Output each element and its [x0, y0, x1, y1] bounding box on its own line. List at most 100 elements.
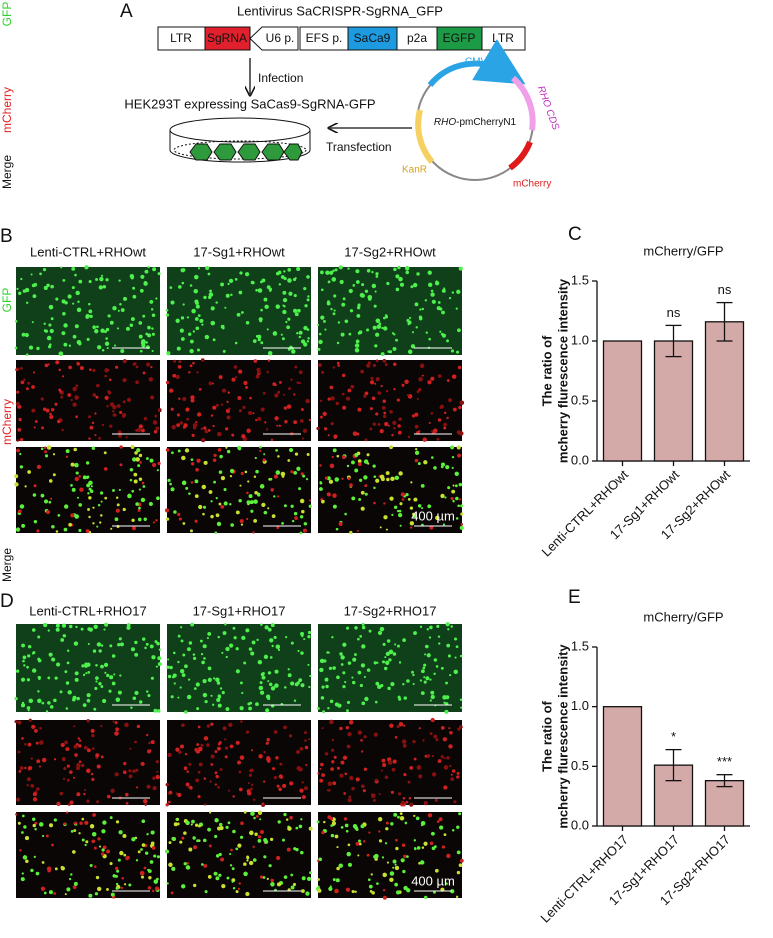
cell-dot — [76, 792, 81, 797]
cell-dot — [429, 525, 434, 530]
cell-dot — [329, 463, 335, 469]
cell-dot — [409, 526, 413, 529]
cell-dot — [383, 411, 387, 415]
cell-dot — [156, 855, 161, 859]
cell-dot — [298, 370, 303, 375]
cell-dot — [190, 458, 194, 462]
cell-dot — [280, 275, 285, 279]
cell-dot — [348, 332, 352, 336]
cell-dot — [457, 504, 460, 508]
cell-dot — [151, 846, 156, 850]
cell-dot — [157, 408, 162, 413]
cell-dot — [217, 431, 222, 437]
cell-dot — [355, 339, 360, 344]
cell-dot — [257, 810, 263, 815]
cell-dot — [298, 335, 302, 339]
cell-dot — [443, 422, 447, 427]
cell-dot — [175, 318, 180, 323]
cell-dot — [265, 708, 270, 713]
cell-dot — [319, 399, 323, 403]
cell-dot — [151, 327, 154, 330]
cell-dot — [32, 792, 37, 797]
cell-dot — [361, 750, 364, 753]
cell-dot — [264, 625, 269, 630]
cell-dot — [26, 706, 31, 710]
cell-dot — [458, 266, 463, 271]
cell-dot — [435, 665, 439, 668]
cell-dot — [277, 820, 281, 824]
cell-dot — [86, 768, 91, 774]
cell-dot — [121, 414, 126, 418]
cell-dot — [397, 265, 401, 270]
cell-dot — [26, 784, 29, 787]
cell-dot — [208, 490, 213, 494]
cell-dot — [182, 653, 186, 657]
cell-dot — [354, 348, 360, 353]
cell-dot — [196, 839, 200, 843]
cell-dot — [246, 856, 250, 860]
cell-dot — [456, 825, 460, 829]
cell-dot — [24, 287, 30, 293]
cell-dot — [197, 314, 201, 318]
cell-dot — [253, 519, 258, 523]
cell-dot — [300, 818, 303, 821]
cell-dot — [390, 476, 395, 482]
cell-dot — [391, 513, 394, 516]
cell-dot — [201, 323, 204, 326]
cell-dot — [44, 363, 49, 368]
cell-dot — [257, 660, 263, 665]
cell-dot — [91, 446, 96, 450]
cell-dot — [456, 350, 460, 354]
cell-dot — [448, 744, 453, 749]
cell-dot — [287, 278, 292, 283]
cell-dot — [351, 460, 355, 465]
cell-dot — [354, 826, 359, 830]
cell-dot — [87, 670, 91, 674]
cell-dot — [442, 737, 448, 742]
cell-dot — [100, 274, 104, 277]
cell-dot — [177, 696, 180, 699]
cell-dot — [226, 449, 231, 454]
cell-dot — [408, 796, 412, 800]
cell-dot — [412, 739, 416, 744]
cell-dot — [363, 394, 367, 398]
cell-dot — [164, 508, 170, 513]
cell-dot — [217, 703, 222, 708]
cell-dot — [140, 761, 145, 766]
cell-dot — [157, 662, 162, 667]
cell-dot — [15, 401, 20, 406]
cell-dot — [85, 461, 90, 465]
cell-dot — [188, 641, 193, 645]
cell-dot — [334, 834, 339, 839]
cell-dot — [62, 777, 66, 780]
cell-dot — [447, 486, 451, 490]
cell-dot — [100, 514, 103, 517]
cell-dot — [178, 360, 182, 364]
cell-dot — [231, 867, 235, 871]
cell-dot — [398, 417, 402, 421]
cell-dot — [331, 635, 334, 639]
cell-dot — [107, 314, 111, 318]
cell-dot — [433, 466, 437, 470]
cell-dot — [87, 627, 92, 631]
cell-dot — [334, 888, 339, 894]
cell-dot — [115, 365, 119, 369]
cell-dot — [215, 403, 219, 407]
cell-dot — [149, 458, 154, 463]
cell-dot — [120, 642, 124, 647]
cell-dot — [444, 496, 447, 499]
cell-dot — [74, 273, 77, 277]
cell-dot — [388, 350, 393, 354]
cell-dot — [215, 496, 218, 500]
cell-dot — [458, 812, 462, 816]
cell-dot — [319, 658, 325, 664]
cell-dot — [368, 629, 372, 633]
cell-dot — [190, 398, 195, 403]
cell-dot — [212, 458, 217, 462]
cell-dot — [451, 456, 455, 459]
cell-dot — [255, 288, 258, 292]
cell-dot — [119, 410, 123, 414]
cell-dot — [305, 763, 308, 766]
cell-dot — [298, 824, 303, 829]
cell-dot — [443, 833, 447, 837]
